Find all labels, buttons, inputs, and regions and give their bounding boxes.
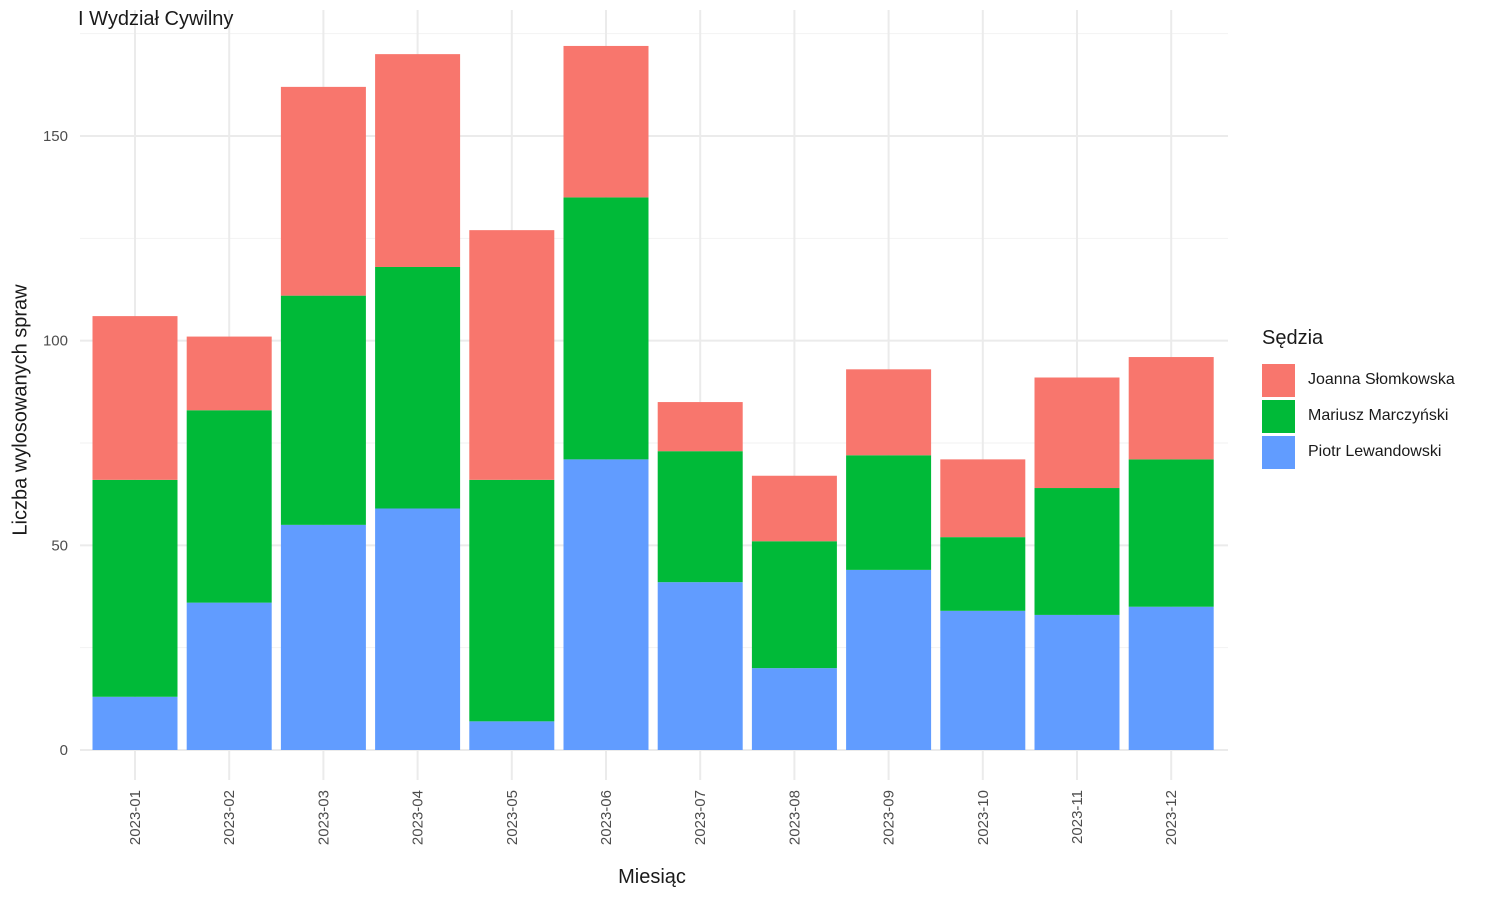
bar-2023-04-marczyński bbox=[375, 266, 461, 509]
bar-2023-09-słomkowska bbox=[846, 369, 932, 456]
bar-2023-05-marczyński bbox=[469, 479, 555, 722]
x-tick-label: 2023-04 bbox=[410, 790, 427, 845]
legend-label: Joanna Słomkowska bbox=[1308, 371, 1455, 388]
x-tick-label: 2023-11 bbox=[1069, 790, 1086, 844]
legend-item: Joanna Słomkowska bbox=[1262, 362, 1455, 398]
bar-2023-05-słomkowska bbox=[469, 230, 555, 480]
bar-2023-03-słomkowska bbox=[280, 86, 366, 296]
bar-2023-05-lewandowski bbox=[469, 721, 555, 750]
bars bbox=[92, 45, 1214, 750]
legend-swatch bbox=[1262, 363, 1295, 397]
legend-items: Joanna Słomkowska Mariusz Marczyński Piotr… bbox=[1262, 362, 1455, 470]
bar-2023-08-marczyński bbox=[751, 541, 837, 669]
bar-2023-01-marczyński bbox=[92, 479, 178, 697]
bar-2023-10-słomkowska bbox=[940, 459, 1026, 538]
x-tick-label: 2023-12 bbox=[1163, 790, 1180, 845]
bar-2023-07-lewandowski bbox=[657, 582, 743, 750]
bar-2023-04-słomkowska bbox=[375, 54, 461, 267]
legend-swatch bbox=[1262, 435, 1295, 469]
x-tick-label: 2023-06 bbox=[598, 790, 615, 845]
legend-label: Piotr Lewandowski bbox=[1308, 443, 1442, 460]
x-tick-label: 2023-07 bbox=[692, 790, 709, 845]
bar-2023-03-lewandowski bbox=[280, 524, 366, 750]
y-tick-label: 150 bbox=[43, 128, 68, 145]
bar-2023-08-słomkowska bbox=[751, 475, 837, 542]
x-tick-label: 2023-05 bbox=[504, 790, 521, 845]
legend-label: Mariusz Marczyński bbox=[1308, 407, 1449, 424]
bar-2023-11-słomkowska bbox=[1034, 377, 1120, 489]
bar-2023-12-lewandowski bbox=[1128, 606, 1214, 750]
bar-2023-11-lewandowski bbox=[1034, 614, 1120, 750]
chart-title: I Wydział Cywilny bbox=[78, 8, 234, 30]
y-axis-ticks: 0 50 100 150 bbox=[43, 128, 68, 759]
bar-2023-03-marczyński bbox=[280, 295, 366, 525]
bar-2023-07-marczyński bbox=[657, 451, 743, 583]
x-tick-label: 2023-03 bbox=[315, 790, 332, 845]
bar-2023-06-słomkowska bbox=[563, 45, 649, 198]
x-tick-label: 2023-01 bbox=[127, 790, 144, 845]
bar-2023-04-lewandowski bbox=[375, 508, 461, 750]
y-tick-label: 0 bbox=[60, 742, 68, 759]
bar-2023-11-marczyński bbox=[1034, 488, 1120, 615]
bar-2023-02-marczyński bbox=[186, 410, 272, 603]
bar-2023-09-marczyński bbox=[846, 455, 932, 570]
bar-2023-10-lewandowski bbox=[940, 610, 1026, 750]
x-axis-title: Miesiąc bbox=[618, 866, 686, 888]
bar-2023-12-słomkowska bbox=[1128, 357, 1214, 460]
x-tick-label: 2023-10 bbox=[975, 790, 992, 845]
legend-swatch bbox=[1262, 399, 1295, 433]
bar-2023-06-marczyński bbox=[563, 197, 649, 460]
y-axis-title: Liczba wylosowanych spraw bbox=[9, 284, 32, 536]
x-tick-label: 2023-08 bbox=[786, 790, 803, 845]
legend: Sędzia Joanna Słomkowska Mariusz Marczyńs… bbox=[1262, 327, 1455, 470]
y-tick-label: 50 bbox=[51, 537, 68, 554]
x-tick-label: 2023-09 bbox=[881, 790, 898, 845]
bar-2023-08-lewandowski bbox=[751, 668, 837, 750]
x-axis-ticks: 2023-01 2023-02 2023-03 2023-04 2023-05 2023-… bbox=[127, 790, 1180, 845]
bar-2023-09-lewandowski bbox=[846, 569, 932, 750]
legend-title: Sędzia bbox=[1262, 327, 1324, 349]
legend-item: Piotr Lewandowski bbox=[1262, 434, 1455, 470]
x-tick-label: 2023-02 bbox=[221, 790, 238, 845]
bar-2023-06-lewandowski bbox=[563, 459, 649, 750]
bar-2023-07-słomkowska bbox=[657, 402, 743, 452]
bar-2023-01-lewandowski bbox=[92, 696, 178, 750]
bar-2023-01-słomkowska bbox=[92, 316, 178, 480]
legend-item: Mariusz Marczyński bbox=[1262, 398, 1455, 434]
bar-2023-12-marczyński bbox=[1128, 459, 1214, 607]
bar-2023-02-lewandowski bbox=[186, 602, 272, 750]
y-tick-label: 100 bbox=[43, 333, 68, 350]
bar-2023-10-marczyński bbox=[940, 537, 1026, 611]
bar-2023-02-słomkowska bbox=[186, 336, 272, 411]
